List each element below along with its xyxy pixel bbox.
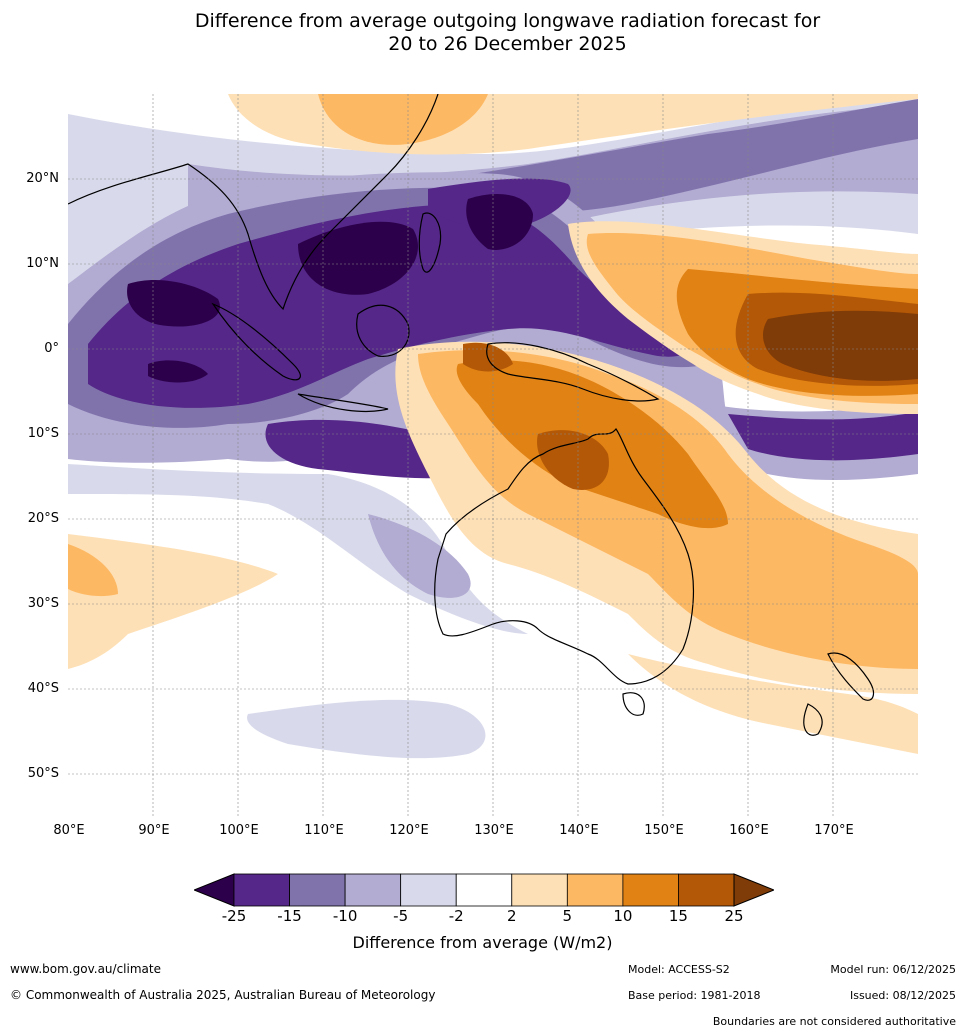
colorbar-tick-label: -10 [332, 907, 358, 925]
colorbar-cell [344, 873, 402, 907]
lat-label: 50°S [27, 766, 59, 781]
lat-label: 10°N [26, 256, 59, 271]
colorbar-tick-label: 10 [613, 907, 633, 925]
map-gridlines [68, 94, 918, 816]
colorbar-tick-label: 5 [562, 907, 573, 925]
olr-anomaly-map [68, 94, 918, 816]
lat-label: 10°S [27, 426, 59, 441]
colorbar-tick-label: -2 [448, 907, 464, 925]
title-line-2: 20 to 26 December 2025 [388, 33, 627, 55]
lon-label: 120°E [389, 823, 429, 838]
mainland-asia-outline [68, 94, 439, 311]
anomaly-region [318, 94, 488, 145]
colorbar-min-arrow [194, 873, 235, 907]
philippines-outline [418, 212, 442, 273]
anomaly-region [148, 360, 208, 383]
colorbar-cells [194, 873, 774, 907]
lon-label: 150°E [644, 823, 684, 838]
java-outline [297, 393, 389, 412]
lon-label: 160°E [729, 823, 769, 838]
map-title: Difference from average outgoing longwav… [0, 10, 965, 56]
anomaly-region [127, 279, 220, 327]
colorbar-cell [400, 873, 457, 907]
lat-label: 30°S [27, 596, 59, 611]
anomaly-region [628, 654, 918, 754]
colorbar-label: Difference from average (W/m2) [352, 933, 613, 952]
colorbar-cell [678, 873, 735, 907]
lat-label: 20°S [27, 511, 59, 526]
colorbar [194, 873, 774, 907]
colorbar-cell [289, 873, 346, 907]
model-run-text: Model run: 06/12/2025 [830, 963, 956, 976]
lon-label: 100°E [219, 823, 259, 838]
colorbar-cell [455, 873, 513, 907]
lat-label: 40°S [27, 681, 59, 696]
lat-label: 20°N [26, 171, 59, 186]
colorbar-cell [511, 873, 568, 907]
website-link[interactable]: www.bom.gov.au/climate [10, 962, 161, 976]
anomaly-region [763, 310, 918, 381]
colorbar-cell [233, 873, 290, 907]
map-canvas [68, 94, 918, 816]
lon-label: 130°E [474, 823, 514, 838]
anomaly-region [466, 194, 533, 250]
lon-label: 170°E [814, 823, 854, 838]
new-zealand-outline [803, 652, 875, 736]
copyright-text: © Commonwealth of Australia 2025, Austra… [10, 988, 436, 1002]
lon-label: 80°E [53, 823, 85, 838]
colorbar-tick-label: -5 [393, 907, 409, 925]
colorbar-tick-label: 25 [724, 907, 744, 925]
model-text: Model: ACCESS-S2 [628, 963, 730, 976]
colorbar-tick-label: -25 [221, 907, 247, 925]
new-guinea-outline [486, 342, 660, 402]
colorbar-cell [566, 873, 624, 907]
anomaly-region [68, 534, 278, 669]
anomaly-region [537, 430, 609, 490]
anomaly-region [68, 544, 118, 597]
anomaly-region [298, 221, 418, 295]
colorbar-tick-label: -15 [277, 907, 302, 925]
lon-label: 110°E [304, 823, 344, 838]
lon-label: 90°E [138, 823, 170, 838]
anomaly-region [247, 699, 486, 759]
colorbar-max-arrow [733, 873, 774, 907]
colorbar-cell [622, 873, 679, 907]
colorbar-tick-label: 15 [668, 907, 688, 925]
disclaimer-text: Boundaries are not considered authoritat… [712, 1015, 956, 1028]
sumatra-outline [211, 302, 301, 381]
anomaly-region [368, 514, 471, 598]
lat-label: 0° [44, 341, 59, 356]
issued-text: Issued: 08/12/2025 [849, 989, 956, 1002]
anomaly-region [88, 204, 696, 408]
colorbar-tick-label: 2 [506, 907, 517, 925]
title-line-1: Difference from average outgoing longwav… [194, 10, 821, 32]
anomaly-region [68, 464, 528, 634]
anomaly-region [728, 412, 918, 461]
lon-label: 140°E [559, 823, 599, 838]
base-period-text: Base period: 1981-2018 [628, 989, 761, 1002]
tasmania-outline [622, 692, 645, 716]
borneo-outline [356, 304, 410, 357]
